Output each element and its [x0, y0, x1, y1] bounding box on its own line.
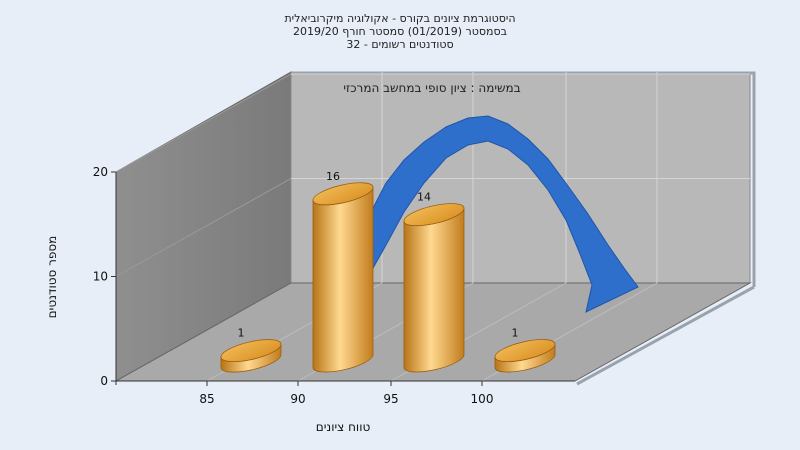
normal-curve-ribbon [371, 115, 639, 313]
x-tick-label: 85 [199, 392, 214, 406]
bar-100: 1 [494, 327, 556, 373]
bar-value-label: 16 [326, 170, 340, 183]
bar-value-label: 1 [238, 327, 245, 340]
x-axis-label: טווח ציונים [316, 420, 371, 434]
y-tick-label: 0 [100, 374, 108, 388]
bar-value-label: 1 [512, 327, 519, 340]
chart-title-line-2: בסמסטר (01/2019) סמסטר חורף 2019/20 [293, 25, 507, 38]
chart-title-line-3: סטודנטים רשומים - 32 [346, 38, 453, 51]
gridlines [115, 72, 750, 382]
gridline-left [115, 178, 292, 277]
distribution-curve-layer [371, 115, 639, 313]
axes-layer: 0 10 20 85 90 95 100 [93, 165, 575, 406]
chart-title-line-1: היסטוגרמת ציונים בקורס - אקולוגיה מיקרוב… [284, 12, 515, 25]
x-tick-label: 95 [383, 392, 398, 406]
y-tick-label: 20 [93, 165, 108, 179]
bar-top [494, 339, 556, 362]
back-wall-shadow [292, 71, 756, 287]
x-tick-label: 100 [471, 392, 494, 406]
bar-top [220, 339, 282, 363]
bars-layer: 1 16 14 1 [220, 170, 556, 373]
y-tick-label: 10 [93, 270, 108, 284]
chart-annotation: במשימה : ציון סופי במחשב המרכזי [343, 81, 520, 95]
bar-90: 16 [312, 170, 374, 373]
bar-top [403, 203, 465, 227]
bar-top [312, 182, 374, 206]
bar-85: 1 [220, 327, 282, 373]
x-tick-label: 90 [290, 392, 305, 406]
gridline-left [115, 73, 292, 173]
bar-95: 14 [403, 191, 465, 373]
y-axis-label: מספר סטודנטים [45, 236, 59, 319]
bar-body [312, 187, 374, 373]
floor-shadow [576, 285, 755, 386]
bar-body [403, 208, 465, 373]
bar-value-label: 14 [417, 191, 431, 204]
